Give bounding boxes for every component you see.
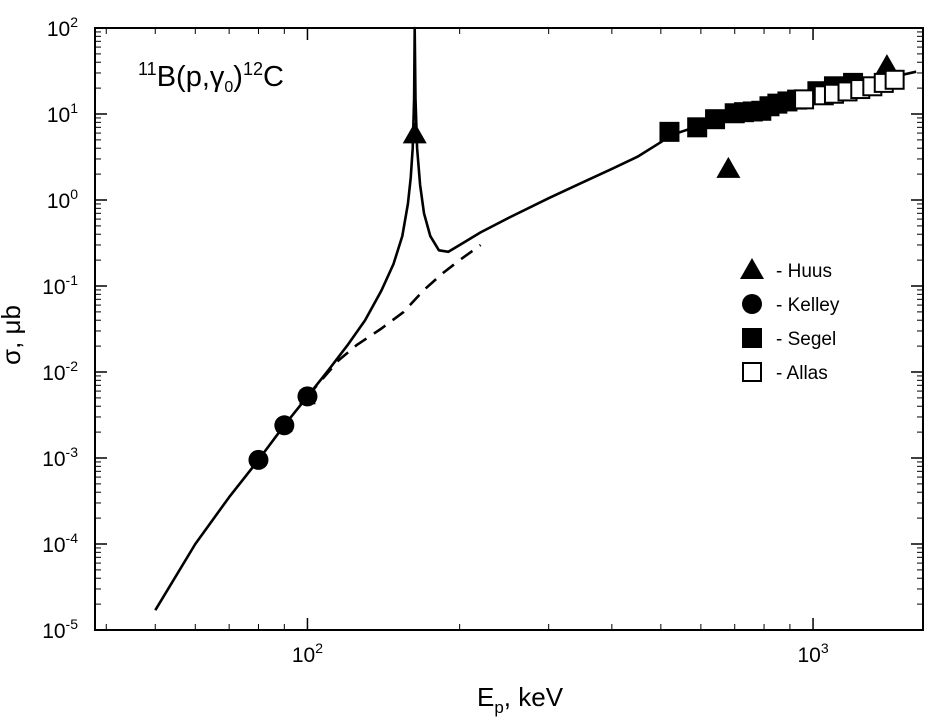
annotation-part: C: [263, 61, 284, 93]
dashed-curve: [306, 243, 482, 398]
reaction-annotation: 11B(p,γ0)12C: [138, 59, 284, 96]
y-tick-label: 10-1: [42, 272, 78, 299]
tick-labels: 10-5 10-4 10-3 10-2 10-1 100 101 102 102 103: [42, 14, 829, 667]
marker-huus: [402, 122, 427, 144]
y-tick-label: 102: [47, 14, 78, 41]
legend-marker-segel: [742, 328, 762, 348]
y-tick-label: 100: [47, 186, 78, 213]
legend-label-segel: - Segel: [776, 329, 836, 350]
annotation-part: 12: [243, 59, 263, 79]
annotation-part: 0: [224, 79, 233, 96]
y-tick-label: 10-3: [42, 444, 78, 471]
marker-kelley: [297, 386, 318, 407]
y-axis-label: σ, μb: [0, 305, 26, 365]
y-tick-label: 10-5: [42, 616, 78, 643]
solid-curve: [154, 26, 917, 611]
marker-kelley: [274, 415, 295, 436]
annotation-part: 11: [138, 59, 157, 79]
x-axis-label: Ep, keV: [477, 682, 564, 717]
y-tick-label: 10-2: [42, 358, 78, 385]
marker-huus: [716, 156, 741, 178]
legend-marker-kelley: [742, 294, 762, 314]
model-curves: [154, 26, 917, 611]
marker-segel: [687, 117, 708, 138]
marker-segel: [705, 109, 726, 130]
plot-border: [94, 27, 924, 631]
annotation-part: B(p,: [157, 61, 210, 93]
marker-kelley: [248, 449, 269, 470]
marker-allas: [794, 89, 815, 110]
annotation-part: γ: [210, 61, 225, 93]
legend: - Huus - Kelley - Segel - Allas: [740, 258, 840, 384]
plot-frame: [94, 27, 924, 631]
data-markers: [248, 54, 905, 470]
marker-allas: [884, 69, 905, 90]
y-tick-label: 101: [47, 100, 78, 127]
axis-ticks: [95, 27, 923, 631]
legend-marker-allas: [742, 362, 762, 382]
x-tick-label: 103: [797, 640, 828, 667]
legend-label-huus: - Huus: [776, 261, 832, 282]
marker-segel: [659, 121, 680, 142]
legend-marker-huus: [740, 258, 764, 279]
annotation-part: ): [233, 61, 243, 93]
y-tick-label: 10-4: [42, 530, 78, 557]
legend-label-allas: - Allas: [776, 363, 828, 384]
legend-label-kelley: - Kelley: [776, 295, 840, 316]
x-tick-label: 102: [292, 640, 323, 667]
